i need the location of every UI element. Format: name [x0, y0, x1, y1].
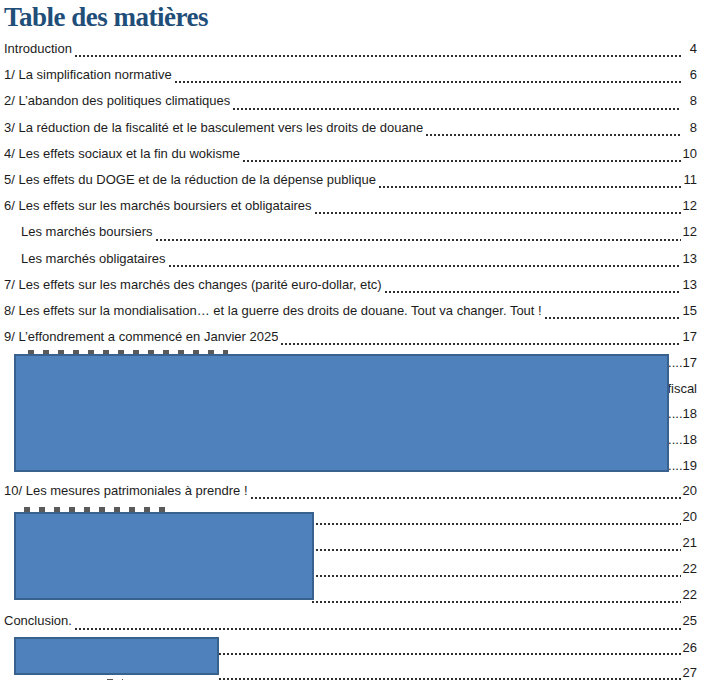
- toc-entry-label: 4/ Les effets sociaux et la fin du wokis…: [4, 141, 240, 167]
- redaction-box-large[interactable]: [14, 354, 669, 472]
- page-number-fragment: .....17: [664, 350, 697, 376]
- page-number: 13: [683, 246, 697, 272]
- toc-entry-label: Les marchés obligataires: [21, 246, 166, 272]
- dotted-leader: [75, 55, 681, 57]
- page-number: 12: [683, 219, 697, 245]
- toc-entry-label: 3/ La réduction de la fiscalité et le ba…: [4, 115, 423, 141]
- page-number-fragment: ....18: [668, 401, 697, 427]
- toc-entry-3[interactable]: 3/ La réduction de la fiscalité et le ba…: [4, 115, 697, 141]
- page-number: 8: [683, 88, 697, 114]
- toc-entry-label: 2/ L’abandon des politiques climatiques: [4, 88, 230, 114]
- wrapped-word-fragment: fiscal: [667, 376, 697, 402]
- page-number: 20: [683, 504, 697, 530]
- dotted-leader: [379, 186, 681, 188]
- page-number: 15: [683, 298, 697, 324]
- dotted-leader: [219, 678, 681, 680]
- page-number: 22: [683, 556, 697, 582]
- dotted-leader: [312, 601, 681, 603]
- page-number: 17: [683, 324, 697, 350]
- toc-entry-conclusion[interactable]: Conclusion. 25: [4, 608, 697, 634]
- page-number: 27: [683, 660, 697, 680]
- redacted-section-1: .....17 fiscal ....18 ....18 ....19: [4, 350, 697, 478]
- page-number: 11: [683, 167, 697, 193]
- dotted-leader: [233, 108, 681, 110]
- toc-entry-label: 10/ Les mesures patrimoniales à prendre …: [4, 478, 248, 504]
- toc-subentry-marches-obligataires[interactable]: Les marchés obligataires 13: [4, 246, 697, 272]
- toc-entry-1[interactable]: 1/ La simplification normative 6: [4, 62, 697, 88]
- redaction-box-small[interactable]: [14, 637, 219, 675]
- toc-entry-label: 5/ Les effets du DOGE et de la réduction…: [4, 167, 376, 193]
- toc-entry-introduction[interactable]: Introduction 4: [4, 36, 697, 62]
- dotted-leader: [219, 653, 681, 655]
- dotted-leader: [251, 497, 681, 499]
- page-number: 25: [683, 608, 697, 634]
- page-number: 12: [683, 193, 697, 219]
- dotted-leader: [156, 239, 681, 241]
- page-number-fragment: ....19: [668, 453, 697, 479]
- page-number: 26: [683, 635, 697, 660]
- dotted-leader: [385, 291, 681, 293]
- toc-entry-7[interactable]: 7/ Les effets sur les marchés des change…: [4, 272, 697, 298]
- toc-entry-label: 8/ Les effets sur la mondialisation… et …: [4, 298, 542, 324]
- dotted-leader: [175, 81, 681, 83]
- toc-entry-4[interactable]: 4/ Les effets sociaux et la fin du wokis…: [4, 141, 697, 167]
- page-number: 20: [683, 478, 697, 504]
- page-number: 6: [683, 62, 697, 88]
- page-number-fragment: ....18: [668, 427, 697, 453]
- toc-entry-label: Introduction: [4, 36, 72, 62]
- dotted-leader: [312, 549, 681, 551]
- page-number: 4: [683, 36, 697, 62]
- toc-entry-label: Les marchés boursiers: [21, 219, 153, 245]
- dotted-leader: [426, 134, 681, 136]
- toc-entry-label: 9/ L’effondrement a commencé en Janvier …: [4, 324, 278, 350]
- toc-entry-6[interactable]: 6/ Les effets sur les marchés boursiers …: [4, 193, 697, 219]
- toc-entry-label: 6/ Les effets sur les marchés boursiers …: [4, 193, 312, 219]
- page-title: Table des matières: [4, 2, 697, 32]
- toc-entry-10[interactable]: 10/ Les mesures patrimoniales à prendre …: [4, 478, 697, 504]
- dotted-leader: [312, 575, 681, 577]
- dotted-leader: [243, 160, 680, 162]
- dotted-leader: [312, 523, 681, 525]
- toc-entry-8[interactable]: 8/ Les effets sur la mondialisation… et …: [4, 298, 697, 324]
- toc-entry-label: Conclusion.: [4, 608, 72, 634]
- dotted-leader: [545, 317, 681, 319]
- dotted-leader: [281, 343, 680, 345]
- toc-entry-label: 7/ Les effets sur les marchés des change…: [4, 272, 382, 298]
- page-number: 10: [683, 141, 697, 167]
- redaction-box-medium[interactable]: [14, 512, 314, 600]
- toc-entry-2[interactable]: 2/ L’abandon des politiques climatiques …: [4, 88, 697, 114]
- redacted-section-2: 20 21 22 22: [4, 504, 697, 608]
- toc-entry-9[interactable]: 9/ L’effondrement a commencé en Janvier …: [4, 324, 697, 350]
- toc-subentry-marches-boursiers[interactable]: Les marchés boursiers 12: [4, 219, 697, 245]
- page-number: 8: [683, 115, 697, 141]
- toc-entry-label: 1/ La simplification normative: [4, 62, 172, 88]
- page-number: 21: [683, 530, 697, 556]
- page-number: 22: [683, 582, 697, 608]
- toc-entry-5[interactable]: 5/ Les effets du DOGE et de la réduction…: [4, 167, 697, 193]
- dotted-leader: [315, 212, 681, 214]
- document-page: Table des matières Introduction 4 1/ La …: [0, 0, 705, 680]
- dotted-leader: [169, 265, 681, 267]
- dotted-leader: [75, 628, 681, 630]
- page-number: 13: [683, 272, 697, 298]
- redacted-section-3: 26 27: [4, 635, 697, 680]
